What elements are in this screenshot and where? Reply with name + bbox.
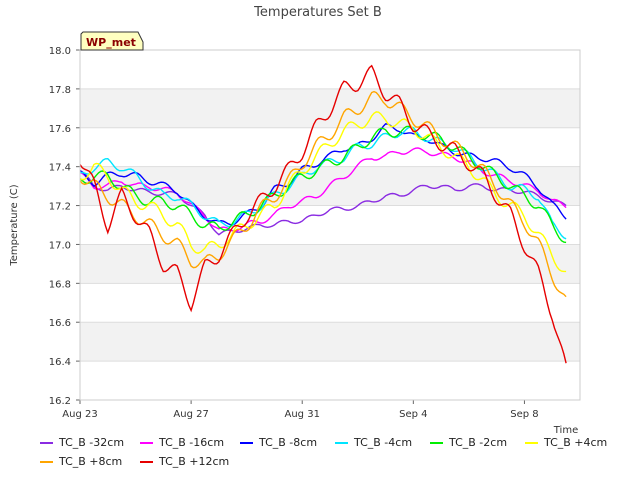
legend-swatch	[525, 441, 538, 444]
legend-swatch	[140, 460, 153, 463]
grid-band	[80, 88, 580, 128]
grid-band	[80, 205, 580, 245]
grid-band	[80, 322, 580, 362]
y-tick-label: 18.0	[49, 46, 71, 57]
x-tick-label: Sep 4	[399, 409, 427, 420]
plot-frame	[79, 49, 581, 401]
y-axis-label: Temperature (C)	[9, 184, 20, 266]
legend-label: TC_B +4cm	[544, 436, 608, 449]
legend-label: TC_B -8cm	[259, 436, 318, 449]
legend-item: TC_B -16cm	[140, 436, 224, 449]
series-line-7	[79, 90, 567, 298]
legend-item: TC_B -32cm	[40, 436, 124, 449]
legend-item: TC_B +12cm	[140, 455, 229, 468]
legend-label: TC_B -4cm	[354, 436, 413, 449]
site-badge-label: WP_met	[86, 36, 136, 49]
grid-band	[80, 127, 580, 167]
grid-band	[80, 283, 580, 323]
legend-swatch	[240, 441, 253, 444]
series-line-1	[79, 170, 567, 236]
legend-label: TC_B +8cm	[59, 455, 123, 468]
site-badge: WP_met	[80, 31, 144, 51]
x-axis-label: Time	[553, 425, 578, 436]
y-tick-label: 17.0	[49, 240, 71, 251]
legend-label: TC_B -2cm	[449, 436, 508, 449]
chart-legend: TC_B -32cm TC_B -16cm TC_B -8cm TC_B -4cm TC…	[40, 436, 640, 472]
x-tick-label: Sep 8	[510, 409, 538, 420]
legend-swatch	[140, 441, 153, 444]
series-line-8	[79, 64, 567, 364]
legend-item: TC_B -4cm	[335, 436, 412, 449]
y-tick-label: 17.8	[49, 85, 71, 96]
legend-item: TC_B -8cm	[240, 436, 317, 449]
legend-item: TC_B +4cm	[525, 436, 607, 449]
x-tick-label: Aug 31	[285, 409, 320, 420]
legend-label: TC_B +12cm	[159, 455, 230, 468]
x-tick-label: Aug 23	[62, 409, 97, 420]
grid-band	[80, 361, 580, 400]
legend-item: TC_B +8cm	[40, 455, 122, 468]
y-tick-label: 16.8	[49, 279, 71, 290]
chart-title: Temperatures Set B	[253, 5, 382, 20]
legend-swatch	[335, 441, 348, 444]
y-tick-label: 16.4	[49, 357, 71, 368]
y-tick-label: 17.6	[49, 124, 71, 135]
legend-label: TC_B -32cm	[59, 436, 125, 449]
legend-swatch	[40, 441, 53, 444]
legend-label: TC_B -16cm	[159, 436, 225, 449]
grid-band	[80, 50, 580, 89]
legend-swatch	[430, 441, 443, 444]
legend-item: TC_B -2cm	[430, 436, 507, 449]
x-tick-label: Aug 27	[173, 409, 208, 420]
y-tick-label: 16.6	[49, 318, 71, 329]
grid-band	[80, 244, 580, 284]
series-line-3	[79, 123, 567, 226]
y-tick-label: 17.4	[49, 163, 71, 174]
y-tick-label: 17.2	[49, 202, 71, 213]
series-line-6	[79, 111, 567, 273]
y-tick-label: 16.2	[49, 396, 71, 407]
legend-swatch	[40, 460, 53, 463]
